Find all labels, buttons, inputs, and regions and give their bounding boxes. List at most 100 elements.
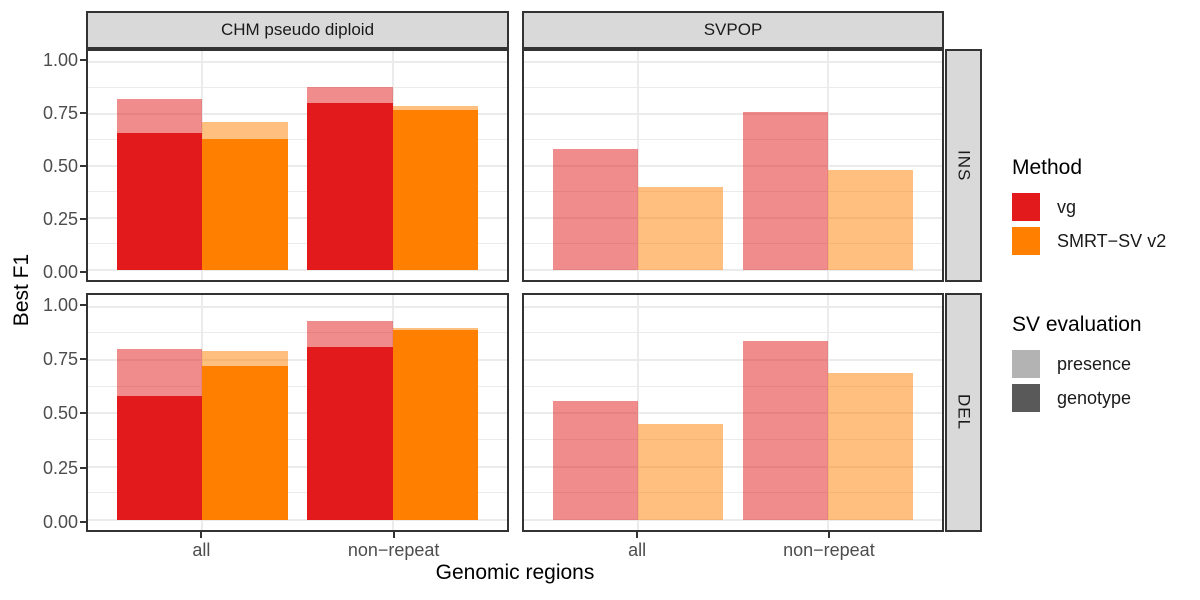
bar-smrt-sv-v2-presence: [828, 170, 914, 271]
gridline-major: [524, 519, 942, 522]
facet-strip-del: DEL: [945, 293, 982, 532]
y-tick-label: 0.50: [42, 156, 78, 177]
gridline-major: [524, 305, 942, 308]
legend-swatch-vg: [1012, 193, 1040, 221]
bar-vg-genotype: [307, 347, 393, 521]
legend-group-method: Method vg SMRT−SV v2: [1012, 156, 1200, 255]
y-tick-label: 0.75: [42, 349, 78, 370]
gridline-major: [524, 412, 942, 415]
y-tick-mark: [80, 165, 86, 168]
y-tick-label: 0.25: [42, 457, 78, 478]
x-tick-label: all: [192, 540, 211, 560]
y-tick-label: 0.00: [42, 511, 78, 532]
panel-chm-ins: [86, 48, 509, 282]
gridline-minor: [524, 439, 942, 441]
facet-strip-del-label: DEL: [954, 394, 974, 431]
legend-item-smrt-sv-v2: SMRT−SV v2: [1012, 227, 1200, 255]
gridline-major: [88, 412, 507, 415]
gridline-major: [88, 165, 507, 168]
bar-smrt-sv-v2-presence: [637, 186, 724, 271]
legend-swatch-smrt-sv-v2: [1012, 227, 1040, 255]
gridline-minor: [524, 86, 942, 88]
gridline-minor: [88, 191, 507, 193]
x-tick-label: all: [628, 540, 647, 560]
gridline-major: [88, 112, 507, 115]
x-tick-mark: [200, 532, 203, 538]
gridline-minor: [88, 492, 507, 494]
y-tick-label: 0.50: [42, 403, 78, 424]
y-tick-mark: [80, 520, 86, 523]
bar-vg-presence: [552, 149, 638, 271]
gridline-minor: [524, 191, 942, 193]
gridline-major: [88, 358, 507, 361]
gridline-minor: [88, 138, 507, 140]
gridline-minor: [524, 138, 942, 140]
bar-vg-presence: [552, 400, 638, 521]
legend-item-genotype: genotype: [1012, 384, 1200, 412]
gridline-major: [88, 217, 507, 220]
bar-smrt-sv-v2-genotype: [202, 366, 288, 521]
gridline-minor: [88, 385, 507, 387]
panel-svpop-ins: [522, 48, 944, 282]
legend-group-sv-evaluation: SV evaluation presence genotype: [1012, 313, 1200, 412]
y-tick-mark: [80, 271, 86, 274]
gridline-minor: [524, 492, 942, 494]
legend: Method vg SMRT−SV v2 SV evaluation prese…: [1012, 156, 1200, 418]
y-tick-label: 1.00: [42, 294, 78, 315]
y-tick-label: 1.00: [42, 49, 78, 70]
bar-vg-presence: [742, 340, 828, 521]
bar-vg-presence: [742, 111, 828, 271]
facet-strip-chm-pseudo-diploid: CHM pseudo diploid: [86, 11, 509, 49]
y-tick-mark: [80, 112, 86, 114]
legend-item-vg: vg: [1012, 193, 1200, 221]
bar-smrt-sv-v2-genotype: [392, 109, 479, 271]
gridline-minor: [88, 243, 507, 245]
x-tick-label: non−repeat: [347, 540, 440, 560]
legend-spacer: [1012, 261, 1200, 313]
y-tick-label: 0.75: [42, 103, 78, 123]
facet-strip-ins: INS: [945, 48, 982, 282]
gridline-major: [88, 269, 507, 272]
y-tick-label: 0.25: [42, 209, 78, 230]
gridline-minor: [524, 332, 942, 334]
legend-item-presence: presence: [1012, 350, 1200, 378]
y-tick-mark: [80, 218, 86, 221]
bar-smrt-sv-v2-presence: [828, 372, 914, 521]
facet-strip-ins-label: INS: [954, 149, 974, 181]
gridline-minor: [88, 332, 507, 334]
y-tick-mark: [80, 358, 86, 361]
bar-smrt-sv-v2-presence: [637, 424, 724, 521]
gridline-vertical: [827, 50, 829, 280]
gridline-major: [88, 519, 507, 522]
legend-label-smrt-sv-v2: SMRT−SV v2: [1057, 230, 1167, 251]
gridline-major: [524, 165, 942, 168]
y-tick-mark: [80, 412, 86, 415]
legend-swatch-presence: [1012, 350, 1040, 378]
panel-chm-del: [86, 293, 509, 532]
gridline-minor: [88, 86, 507, 88]
legend-label-presence: presence: [1057, 353, 1132, 374]
gridline-major: [524, 465, 942, 468]
y-tick-mark: [80, 303, 86, 306]
gridline-major: [524, 269, 942, 272]
panel-svpop-del: [522, 293, 944, 532]
gridline-vertical: [636, 50, 639, 280]
bar-vg-genotype: [307, 103, 393, 271]
bar-vg-genotype: [116, 396, 203, 521]
gridline-major: [88, 305, 507, 308]
gridline-minor: [524, 385, 942, 387]
legend-swatch-genotype: [1012, 384, 1040, 412]
legend-label-vg: vg: [1057, 196, 1077, 217]
x-tick-mark: [392, 532, 395, 538]
gridline-major: [524, 112, 942, 115]
gridline-major: [524, 217, 942, 220]
x-tick-mark: [636, 532, 639, 538]
legend-title-sv-evaluation: SV evaluation: [1012, 313, 1142, 336]
y-tick-mark: [80, 58, 86, 61]
gridline-minor: [88, 439, 507, 441]
gridline-major: [524, 60, 942, 63]
gridline-major: [88, 465, 507, 468]
bar-smrt-sv-v2-genotype: [392, 330, 479, 521]
y-tick-label: 0.00: [42, 262, 78, 283]
gridline-minor: [524, 243, 942, 245]
